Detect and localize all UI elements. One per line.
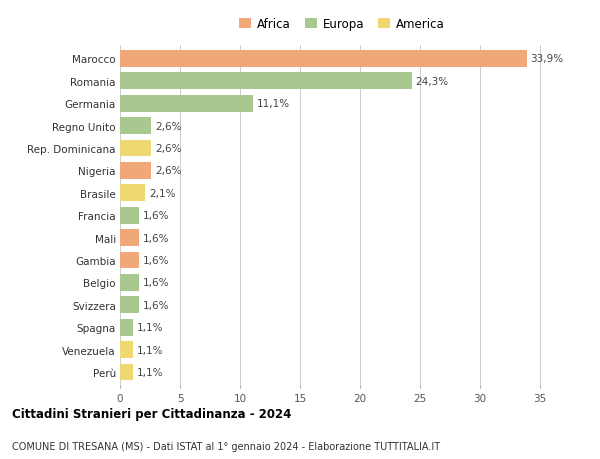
Bar bbox=[120, 319, 133, 336]
Bar bbox=[120, 297, 139, 313]
Bar bbox=[120, 162, 151, 179]
Bar bbox=[120, 51, 527, 67]
Text: 2,1%: 2,1% bbox=[149, 188, 175, 198]
Text: 33,9%: 33,9% bbox=[530, 54, 563, 64]
Text: 1,6%: 1,6% bbox=[143, 255, 169, 265]
Text: 1,6%: 1,6% bbox=[143, 211, 169, 221]
Bar bbox=[120, 274, 139, 291]
Text: COMUNE DI TRESANA (MS) - Dati ISTAT al 1° gennaio 2024 - Elaborazione TUTTITALIA: COMUNE DI TRESANA (MS) - Dati ISTAT al 1… bbox=[12, 441, 440, 451]
Bar bbox=[120, 118, 151, 135]
Bar bbox=[120, 252, 139, 269]
Text: 1,6%: 1,6% bbox=[143, 278, 169, 288]
Text: 1,6%: 1,6% bbox=[143, 300, 169, 310]
Text: 1,1%: 1,1% bbox=[137, 323, 163, 332]
Text: 1,1%: 1,1% bbox=[137, 367, 163, 377]
Text: 1,1%: 1,1% bbox=[137, 345, 163, 355]
Legend: Africa, Europa, America: Africa, Europa, America bbox=[239, 18, 445, 31]
Text: 11,1%: 11,1% bbox=[257, 99, 290, 109]
Bar bbox=[120, 185, 145, 202]
Text: 24,3%: 24,3% bbox=[415, 77, 448, 87]
Bar bbox=[120, 95, 253, 112]
Bar bbox=[120, 207, 139, 224]
Text: 2,6%: 2,6% bbox=[155, 144, 181, 154]
Text: 2,6%: 2,6% bbox=[155, 121, 181, 131]
Bar bbox=[120, 364, 133, 381]
Text: Cittadini Stranieri per Cittadinanza - 2024: Cittadini Stranieri per Cittadinanza - 2… bbox=[12, 407, 292, 420]
Bar bbox=[120, 73, 412, 90]
Text: 2,6%: 2,6% bbox=[155, 166, 181, 176]
Bar bbox=[120, 140, 151, 157]
Text: 1,6%: 1,6% bbox=[143, 233, 169, 243]
Bar bbox=[120, 230, 139, 246]
Bar bbox=[120, 341, 133, 358]
